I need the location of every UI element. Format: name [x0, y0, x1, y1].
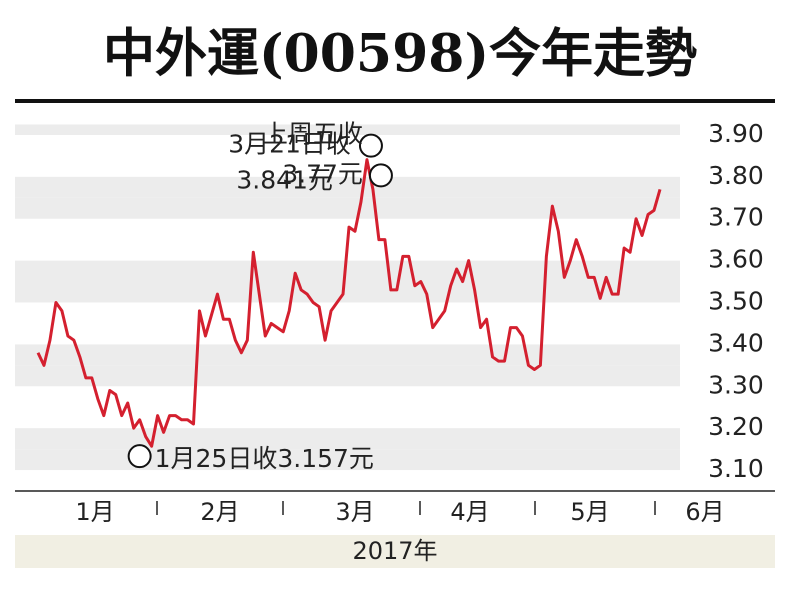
x-tick-label: 4月 — [450, 498, 489, 526]
grid-band — [15, 428, 680, 450]
x-axis-label: 2017年 — [352, 537, 437, 565]
grid-band — [15, 344, 680, 366]
annotation-text: 3月21日收 — [228, 130, 351, 159]
grid-band — [15, 176, 680, 198]
grid-band — [15, 260, 680, 282]
title-rule — [15, 99, 775, 103]
annotation-marker — [358, 133, 383, 158]
grid-band — [15, 281, 680, 303]
annotation-marker — [127, 444, 152, 469]
x-tick-label: 5月 — [570, 498, 609, 526]
xlabel-band — [15, 535, 775, 568]
grid-band — [15, 365, 680, 387]
annotation-text: 1月25日收3.157元 — [155, 444, 374, 473]
x-tick-label: 1月 — [75, 498, 114, 526]
annotation-text: 上周五收 — [263, 119, 363, 148]
y-tick-label: 3.80 — [708, 161, 764, 190]
y-tick-label: 3.50 — [708, 287, 764, 316]
annotation-marker — [368, 163, 393, 188]
price-line — [36, 158, 662, 448]
annotation-text: 3.77元 — [282, 159, 363, 188]
y-tick-label: 3.60 — [708, 245, 764, 274]
x-tick-label: 6月 — [685, 498, 724, 526]
chart-title: 中外運(00598)今年走勢 — [103, 24, 697, 85]
grid-band — [15, 449, 680, 471]
annotation-text: 3.841元 — [236, 166, 333, 195]
y-tick-label: 3.10 — [708, 454, 764, 483]
grid-band — [15, 124, 680, 135]
y-tick-label: 3.40 — [708, 328, 764, 357]
y-tick-label: 3.90 — [708, 119, 764, 148]
y-tick-label: 3.70 — [708, 203, 764, 232]
y-tick-label: 3.30 — [708, 370, 764, 399]
x-tick-label: 3月 — [335, 498, 374, 526]
grid-band — [15, 197, 680, 219]
x-tick-label: 2月 — [200, 498, 239, 526]
y-tick-label: 3.20 — [708, 412, 764, 441]
